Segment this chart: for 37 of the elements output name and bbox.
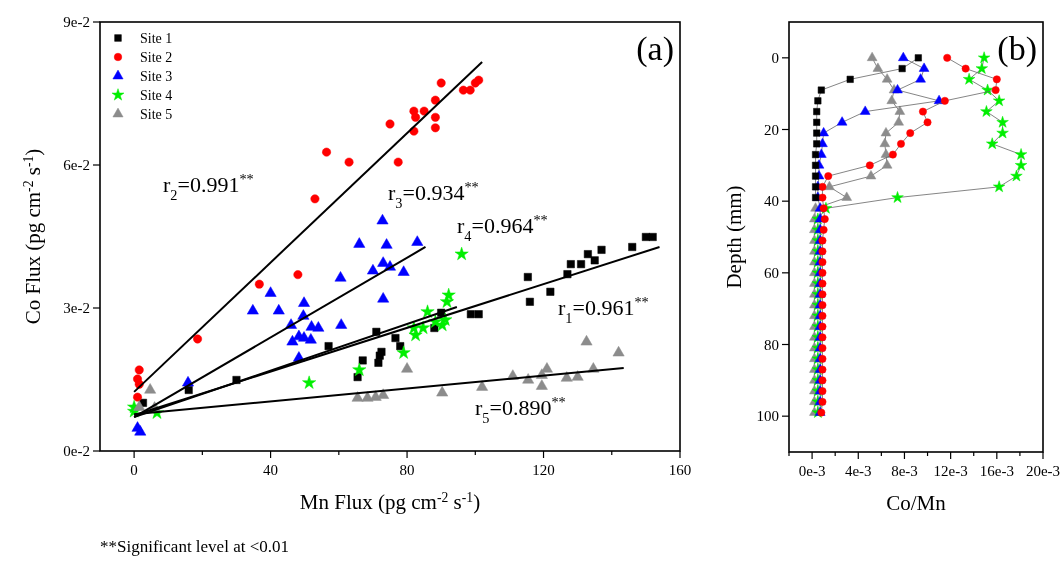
y-tick-label: 60 bbox=[764, 264, 779, 281]
x-tick-label: 160 bbox=[668, 462, 692, 478]
y-tick-label: 0 bbox=[771, 49, 779, 66]
legend-label: Site 2 bbox=[140, 50, 173, 65]
legend-label: Site 3 bbox=[140, 69, 173, 84]
y-tick-label: 80 bbox=[764, 336, 779, 353]
x-tick-label: 0e-3 bbox=[798, 463, 826, 479]
x-tick-label: 16e-3 bbox=[979, 463, 1014, 479]
legend-label: Site 1 bbox=[140, 31, 173, 46]
x-tick-label: 40 bbox=[263, 462, 279, 478]
legend-label: Site 4 bbox=[140, 88, 173, 103]
x-tick-label: 12e-3 bbox=[933, 463, 968, 479]
x-tick-label: 120 bbox=[532, 462, 555, 478]
legend-label: Site 5 bbox=[140, 107, 173, 122]
y-tick-label: 40 bbox=[764, 193, 779, 210]
text: **Significant level at <0.01 bbox=[100, 537, 289, 556]
x-tick-label: 20e-3 bbox=[1025, 463, 1061, 479]
annotation: r$_{2}$=0.991$^{**}$ bbox=[163, 171, 254, 203]
annotation: (b) bbox=[997, 30, 1037, 68]
annotation: r$_{3}$=0.934$^{**}$ bbox=[388, 179, 479, 211]
y-tick-label: 3e-2 bbox=[63, 300, 90, 316]
x-tick-label: 80 bbox=[399, 462, 415, 478]
annotation: r$_{5}$=0.890$^{**}$ bbox=[475, 394, 566, 426]
x-axis-title: Co/Mn bbox=[886, 491, 947, 515]
y-tick-label: 6e-2 bbox=[63, 157, 90, 173]
annotation: (a) bbox=[636, 30, 674, 68]
x-tick-label: 0 bbox=[130, 462, 138, 478]
x-axis-title: Mn Flux (pg cm$^{-2}$ s$^{-1}$) bbox=[299, 489, 481, 514]
y-tick-label: 0e-2 bbox=[63, 443, 90, 459]
y-tick-label: 9e-2 bbox=[63, 14, 90, 30]
y-tick-label: 100 bbox=[756, 408, 779, 425]
annotation: r$_{1}$=0.961$^{**}$ bbox=[558, 294, 649, 326]
x-tick-label: 8e-3 bbox=[891, 463, 918, 479]
y-tick-label: 20 bbox=[764, 121, 779, 138]
x-tick-label: 4e-3 bbox=[844, 463, 872, 479]
annotation: r$_{4}$=0.964$^{**}$ bbox=[457, 212, 548, 244]
y-axis-title: Depth (mm) bbox=[722, 185, 746, 289]
